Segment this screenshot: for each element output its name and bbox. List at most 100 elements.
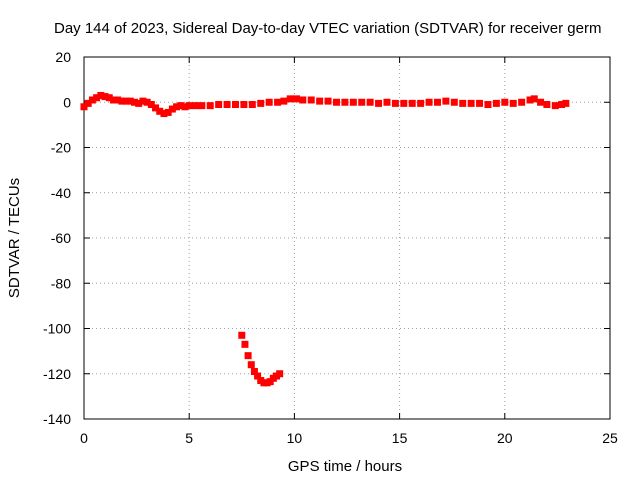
data-point: [530, 95, 538, 103]
data-point: [408, 99, 416, 107]
data-point: [551, 102, 559, 110]
y-axis-label: SDTVAR / TECUs: [6, 178, 23, 298]
data-point: [280, 97, 288, 105]
data-point: [276, 370, 284, 378]
data-point: [433, 98, 441, 106]
y-tick-label: 0: [63, 94, 71, 110]
data-point: [240, 101, 248, 109]
data-point: [476, 99, 484, 107]
data-point: [101, 93, 109, 101]
data-point: [293, 95, 301, 103]
data-point: [185, 102, 193, 110]
x-axis-label: GPS time / hours: [288, 458, 402, 475]
data-point: [168, 105, 176, 113]
data-point: [400, 99, 408, 107]
data-point: [177, 102, 185, 110]
data-layer: [80, 91, 570, 387]
x-tick-label: 5: [185, 430, 193, 446]
data-point: [139, 97, 147, 105]
data-point: [307, 96, 315, 104]
data-point: [241, 340, 249, 348]
data-point: [425, 98, 433, 106]
x-tick-label: 10: [287, 430, 303, 446]
data-point: [316, 97, 324, 105]
data-point: [206, 102, 214, 110]
data-point: [324, 97, 332, 105]
data-point: [467, 99, 475, 107]
data-point: [543, 101, 551, 109]
data-point: [332, 98, 340, 106]
y-tick-label: -120: [43, 366, 71, 382]
x-tick-label: 0: [80, 430, 88, 446]
data-point: [391, 99, 399, 107]
data-point: [152, 104, 160, 112]
data-point: [274, 98, 282, 106]
chart-title: Day 144 of 2023, Sidereal Day-to-day VTE…: [54, 20, 601, 37]
data-point: [118, 97, 126, 105]
data-point: [247, 361, 255, 369]
y-tick-label: -40: [51, 185, 71, 201]
data-point: [84, 99, 92, 107]
data-point: [105, 94, 113, 102]
y-tick-label: -140: [43, 411, 71, 427]
data-point: [88, 96, 96, 104]
data-point: [126, 97, 134, 105]
data-point: [492, 99, 500, 107]
data-point: [164, 108, 172, 116]
x-tick-label: 20: [497, 430, 513, 446]
data-point: [192, 102, 200, 110]
data-point: [114, 96, 122, 104]
data-point: [198, 102, 206, 110]
data-point: [143, 98, 151, 106]
data-point: [349, 98, 357, 106]
y-tick-label: -100: [43, 321, 71, 337]
data-point: [156, 107, 164, 115]
data-point: [173, 103, 181, 111]
grid-layer: [84, 57, 610, 419]
x-tick-label: 25: [602, 430, 618, 446]
data-point: [160, 110, 168, 118]
data-point: [80, 103, 88, 111]
data-point: [238, 331, 246, 339]
y-tick-label: -20: [51, 140, 71, 156]
data-point: [501, 98, 509, 106]
data-point: [299, 96, 307, 104]
data-point: [257, 99, 265, 107]
data-point: [537, 98, 545, 106]
data-point: [135, 99, 143, 107]
data-point: [97, 91, 105, 99]
data-point: [341, 98, 349, 106]
data-point: [459, 99, 467, 107]
y-tick-label: -80: [51, 275, 71, 291]
tick-layer: 0 5 10 15 20 25 20 0 -20 -40 -60 -80 -100 -120 -140: [43, 49, 618, 446]
data-point: [265, 98, 273, 106]
data-point: [526, 96, 534, 104]
data-point: [181, 103, 189, 111]
data-point: [366, 98, 374, 106]
y-tick-label: -60: [51, 230, 71, 246]
data-point: [250, 367, 258, 375]
data-point: [375, 99, 383, 107]
data-point: [231, 101, 239, 109]
data-point: [442, 97, 450, 105]
data-point: [122, 97, 130, 105]
data-point: [358, 98, 366, 106]
data-point: [558, 101, 566, 109]
data-point: [215, 101, 223, 109]
y-tick-label: 20: [55, 49, 71, 65]
data-point: [562, 99, 570, 107]
data-point: [130, 98, 138, 106]
data-point: [254, 372, 262, 380]
data-point: [244, 352, 252, 360]
data-point: [383, 98, 391, 106]
data-point: [450, 98, 458, 106]
data-point: [286, 95, 294, 103]
data-point: [223, 101, 231, 109]
data-point: [484, 101, 492, 109]
data-point: [147, 101, 155, 109]
data-point: [109, 96, 117, 104]
data-point: [417, 99, 425, 107]
data-point: [93, 94, 101, 102]
x-tick-label: 15: [392, 430, 408, 446]
